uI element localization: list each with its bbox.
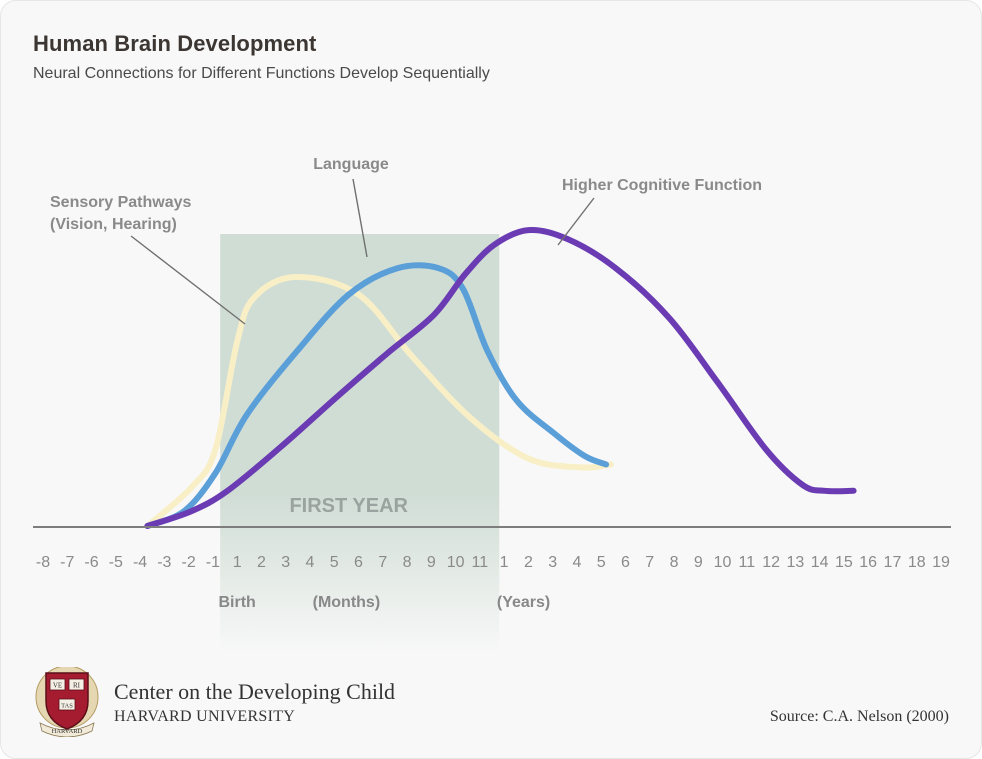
sensory-pathways-label-leader — [130, 235, 246, 325]
org-university: HARVARD UNIVERSITY — [114, 708, 296, 725]
x-tick-label: 19 — [932, 554, 950, 571]
x-tick-label: 1 — [500, 554, 509, 571]
x-tick-label: 7 — [645, 554, 654, 571]
x-tick-label: 2 — [257, 554, 266, 571]
x-tick-label: 4 — [306, 554, 315, 571]
harvard-shield-logo: VE RI TAS HARVARD — [35, 667, 99, 737]
series-annotations: Sensory Pathways (Vision, Hearing) Languag… — [50, 156, 762, 325]
x-tick-label: 10 — [714, 554, 732, 571]
x-tick-label: 5 — [597, 554, 606, 571]
x-tick-label: 1 — [233, 554, 242, 571]
x-tick-label: 8 — [670, 554, 679, 571]
x-tick-label: -2 — [182, 554, 196, 571]
x-tick-label: 3 — [281, 554, 290, 571]
x-tick-label: -6 — [84, 554, 98, 571]
x-tick-label: 6 — [621, 554, 630, 571]
x-tick-label: 10 — [447, 554, 465, 571]
svg-text:VE: VE — [53, 682, 62, 690]
series-layer — [144, 226, 857, 529]
language-label-leader — [352, 178, 368, 258]
x-tick-label: -3 — [157, 554, 171, 571]
x-tick-label: 9 — [694, 554, 703, 571]
x-tick-label: -5 — [109, 554, 123, 571]
chart-title: Human Brain Development — [33, 31, 317, 56]
language-label: Language — [313, 156, 389, 173]
x-axis-sublabels: Birth (Months) (Years) — [218, 594, 550, 611]
x-tick-label: -8 — [36, 554, 50, 571]
sensory-pathways-label: Sensory Pathways — [50, 194, 192, 211]
x-tick-label: 12 — [762, 554, 780, 571]
x-sublabel: Birth — [218, 594, 255, 611]
x-tick-label: 8 — [403, 554, 412, 571]
chart-subtitle: Neural Connections for Different Functio… — [33, 65, 490, 82]
x-axis-ticks: -8 -7 -6 -5 -4 -3 -2 -1 1 2 3 4 5 6 7 8 9 10 11 1 2 3 4 5 6 7 8 9 10… — [36, 554, 950, 571]
x-tick-label: 3 — [548, 554, 557, 571]
x-tick-label: 18 — [908, 554, 926, 571]
first-year-label: FIRST YEAR — [289, 495, 408, 517]
x-tick-label: 13 — [786, 554, 804, 571]
sensory-pathways-line — [144, 273, 614, 529]
x-tick-label: 16 — [859, 554, 877, 571]
language-line — [144, 262, 610, 529]
source-citation: Source: C.A. Nelson (2000) — [769, 708, 949, 725]
x-tick-label: 7 — [378, 554, 387, 571]
svg-text:RI: RI — [73, 682, 81, 690]
x-tick-label: 9 — [427, 554, 436, 571]
x-tick-label: 17 — [884, 554, 902, 571]
x-tick-label: 2 — [524, 554, 533, 571]
x-tick-label: 5 — [330, 554, 339, 571]
x-tick-label: 14 — [811, 554, 829, 571]
higher-cognitive-function-line — [144, 226, 857, 529]
x-tick-label: -1 — [206, 554, 220, 571]
x-tick-label: 4 — [572, 554, 581, 571]
x-sublabel: (Months) — [313, 594, 381, 611]
x-tick-label: -7 — [60, 554, 74, 571]
x-tick-label: 11 — [739, 554, 756, 571]
x-tick-label: -4 — [133, 554, 147, 571]
org-name: Center on the Developing Child — [114, 679, 396, 704]
first-year-band — [220, 234, 500, 654]
x-tick-label: 11 — [472, 554, 489, 571]
higher-cognitive-function-label-leader — [557, 197, 595, 246]
sensory-pathways-label: (Vision, Hearing) — [50, 216, 177, 233]
x-sublabel: (Years) — [497, 594, 550, 611]
higher-cognitive-function-label: Higher Cognitive Function — [562, 177, 762, 194]
svg-text:HARVARD: HARVARD — [52, 728, 83, 735]
svg-text:TAS: TAS — [61, 703, 73, 710]
x-tick-label: 15 — [835, 554, 853, 571]
x-tick-label: 6 — [354, 554, 363, 571]
